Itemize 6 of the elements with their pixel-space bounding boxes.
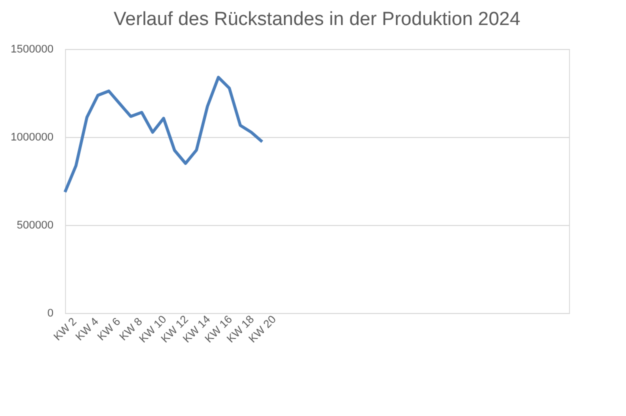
- y-tick-label: 500000: [16, 220, 54, 232]
- line-series: [64, 76, 264, 194]
- y-tick-label: 0: [47, 308, 54, 320]
- y-tick-label: 1500000: [10, 44, 54, 56]
- chart-title: Verlauf des Rückstandes in der Produktion 2024: [114, 9, 521, 30]
- y-tick-label: 1000000: [10, 132, 54, 144]
